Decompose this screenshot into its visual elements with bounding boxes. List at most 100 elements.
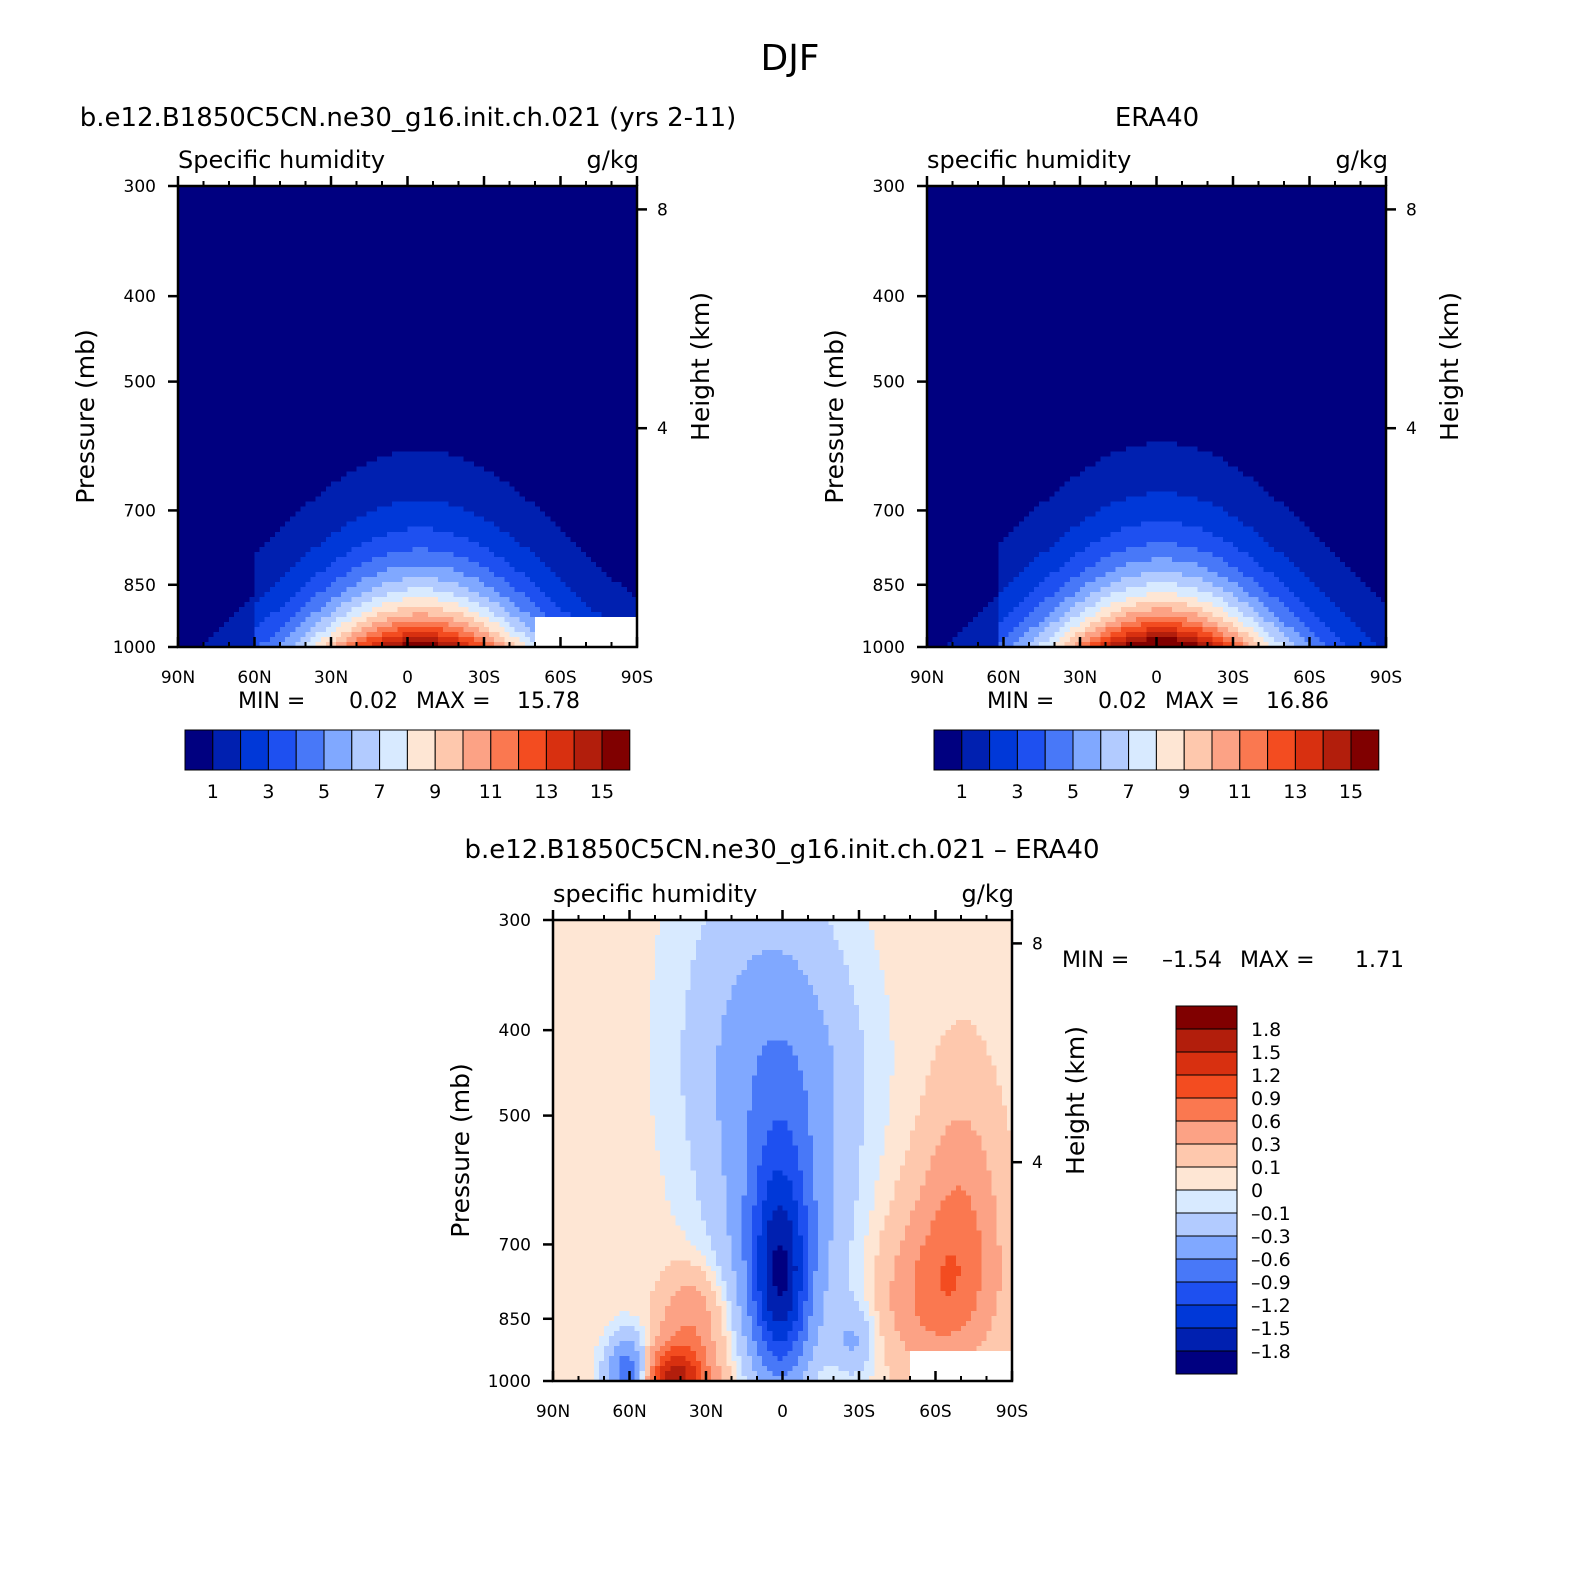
contour-cell [767, 1240, 794, 1247]
contour-cell [601, 566, 638, 573]
contour-cell [1176, 441, 1387, 448]
contour-cell [695, 1195, 727, 1202]
contour-cell [178, 211, 638, 217]
contour-cell [407, 586, 434, 593]
contour-cell [1136, 616, 1188, 623]
contour-cell [833, 1050, 865, 1056]
contour-cell [925, 1175, 993, 1182]
colorbar-box [1175, 1051, 1238, 1076]
colorbar-label: –0.6 [1251, 1249, 1291, 1271]
stats-max-value: 1.71 [1355, 948, 1404, 973]
contour-cell [407, 526, 434, 533]
stats-min-value: 0.02 [1098, 689, 1147, 714]
contour-cell [864, 1360, 875, 1367]
contour-cell [792, 1320, 804, 1327]
contour-cell [1095, 601, 1112, 608]
contour-cell [894, 1320, 921, 1327]
contour-cell [927, 436, 1387, 443]
contour-cell [961, 1270, 982, 1277]
contour-cell [767, 1260, 773, 1267]
colorbar-label: 15 [590, 781, 614, 803]
contour-cell [550, 596, 582, 603]
contour-cell [889, 1075, 926, 1081]
contour-cell [1039, 621, 1050, 628]
contour-cell [259, 596, 291, 603]
contour-cell [553, 960, 656, 966]
contour-cell [927, 601, 989, 608]
contour-cell [808, 1275, 814, 1282]
contour-cell [1003, 636, 1020, 643]
contour-cell [1197, 611, 1214, 618]
contour-cell [927, 451, 1112, 458]
x-tick-label: 90N [910, 668, 944, 688]
contour-cell [649, 1085, 682, 1091]
contour-cell [1268, 491, 1387, 498]
contour-cell [797, 1160, 814, 1167]
contour-cell [894, 1050, 937, 1056]
contour-cell [649, 1045, 682, 1051]
contour-cell [665, 1180, 697, 1187]
contour-cell [991, 1060, 1013, 1066]
contour-cell [889, 1115, 916, 1122]
contour-cell [1074, 641, 1081, 648]
contour-cell [818, 1245, 829, 1252]
contour-cell [879, 1250, 901, 1257]
contour-cell [927, 421, 1387, 428]
contour-cell [726, 1315, 733, 1322]
contour-cell [981, 1240, 998, 1247]
contour-cell [797, 1295, 809, 1302]
contour-cell [808, 1335, 819, 1342]
contour-cell [178, 256, 638, 262]
contour-cell [1069, 636, 1081, 643]
contour-cell [996, 1195, 1013, 1202]
contour-cell [726, 1230, 743, 1237]
contour-cell [981, 1245, 1003, 1252]
contour-cell [864, 1110, 891, 1117]
contour-cell [940, 1035, 982, 1041]
contour-cell [1006, 1125, 1013, 1132]
contour-cell [818, 1265, 829, 1272]
contour-cell [833, 1220, 855, 1227]
contour-cell [746, 960, 799, 966]
x-tick-label: 30S [468, 668, 500, 688]
contour-cell [731, 1335, 738, 1342]
contour-cell [1278, 616, 1300, 623]
contour-cell [346, 571, 378, 578]
contour-cell [254, 611, 271, 618]
contour-cell [915, 1270, 942, 1277]
contour-cell [438, 636, 460, 643]
contour-cell [818, 1205, 835, 1212]
contour-cell [1304, 601, 1336, 608]
contour-cell [1294, 641, 1311, 648]
colorbar-box [323, 729, 353, 771]
contour-cell [757, 1280, 768, 1287]
contour-cell [818, 1225, 835, 1232]
contour-cell [930, 1230, 982, 1237]
contour-cell [736, 1285, 748, 1292]
contour-cell [178, 201, 638, 207]
contour-cell [741, 1235, 753, 1242]
contour-cell [904, 1225, 931, 1232]
contour-cell [1029, 511, 1096, 518]
contour-cell [741, 1310, 748, 1317]
contour-cell [1238, 466, 1387, 473]
contour-cell [833, 1130, 865, 1137]
contour-cell [884, 1350, 911, 1357]
contour-cell [660, 1160, 692, 1167]
contour-cell [927, 606, 984, 613]
contour-cell [813, 1165, 835, 1172]
contour-cell [660, 1170, 697, 1177]
contour-cell [553, 1070, 651, 1076]
contour-cell [782, 1355, 799, 1362]
contour-cell [1212, 611, 1229, 618]
contour-cell [690, 975, 738, 981]
contour-cell [1202, 606, 1224, 613]
contour-cell [1105, 621, 1122, 628]
contour-cell [586, 601, 638, 608]
contour-cell [927, 351, 1387, 357]
contour-cell [927, 541, 999, 548]
contour-cell [1023, 566, 1061, 573]
contour-cell [609, 1340, 620, 1347]
contour-cell [580, 596, 638, 603]
contour-cell [178, 411, 638, 418]
